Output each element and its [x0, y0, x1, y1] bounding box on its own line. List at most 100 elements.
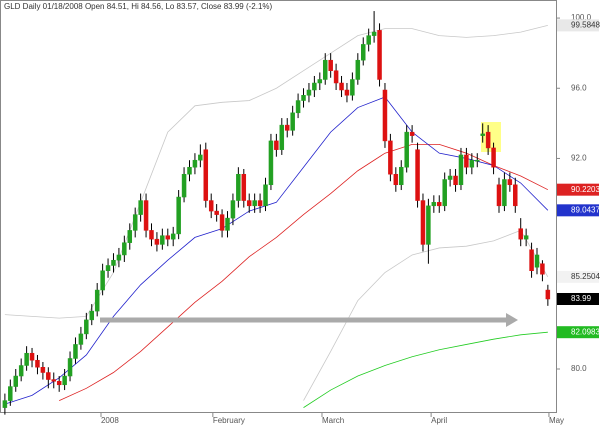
value-label: 89.0437: [571, 205, 600, 214]
candle-body: [523, 235, 529, 240]
candle-body: [67, 358, 73, 377]
candle-body: [89, 310, 95, 321]
candle-body: [502, 179, 507, 207]
candle-body: [360, 44, 366, 61]
value-label: 82.0983: [571, 327, 600, 336]
candle-body: [181, 173, 187, 198]
candle-body: [388, 140, 393, 175]
candle-body: [154, 238, 160, 245]
candle-body: [198, 154, 203, 161]
value-label-bg: [557, 270, 599, 283]
candle-body: [475, 159, 480, 162]
candle-body: [263, 184, 268, 207]
y-tick-label: 92.0: [571, 154, 587, 163]
candle-body: [132, 214, 138, 231]
indicator-line: [303, 229, 549, 401]
candle-body: [442, 179, 447, 207]
candle-body: [491, 147, 496, 168]
candle-body: [366, 35, 371, 45]
candle-body: [431, 202, 437, 207]
candle-body: [230, 200, 236, 219]
candle-body: [208, 200, 214, 212]
value-label-bg: [557, 183, 599, 196]
candle-body: [18, 365, 24, 377]
candle-body: [339, 82, 344, 91]
indicator-line: [303, 331, 548, 408]
candle-body: [306, 89, 312, 96]
candle-body: [312, 82, 317, 91]
candle-body: [496, 184, 502, 207]
candle-body: [322, 59, 328, 80]
y-tick-label: 100.0: [571, 13, 592, 22]
value-label: 85.2504: [571, 272, 600, 281]
candle-body: [51, 379, 57, 382]
x-tick-label: May: [549, 416, 564, 425]
candle-body: [279, 124, 285, 150]
value-label: 99.5848: [571, 20, 600, 29]
x-tick-label: March: [322, 416, 344, 425]
candle-body: [447, 175, 453, 180]
candle-body: [534, 254, 540, 268]
candle-body: [469, 159, 475, 168]
candle-body: [453, 175, 458, 186]
candle-body: [437, 202, 442, 207]
candle-body: [122, 242, 127, 256]
candle-body: [138, 200, 143, 215]
candle-body: [328, 59, 333, 71]
candle-body: [295, 100, 301, 114]
candle-body: [317, 79, 323, 84]
candle-body: [382, 89, 388, 142]
candle-body: [149, 230, 154, 240]
close-label: 83.99: [571, 294, 592, 303]
candle-body: [268, 140, 274, 186]
trend-arrow-head: [506, 313, 518, 327]
candle-body: [203, 149, 209, 201]
candle-body: [94, 289, 100, 312]
candle-body: [8, 386, 13, 401]
candle-body: [100, 270, 105, 291]
candle-body: [393, 173, 399, 186]
candle-body: [290, 112, 295, 131]
candle-body: [165, 235, 171, 240]
candle-body: [214, 210, 219, 215]
candle-body: [458, 154, 464, 186]
candle-body: [274, 140, 279, 150]
candle-body: [404, 131, 409, 168]
candle-body: [371, 31, 377, 36]
x-tick-label: February: [213, 416, 245, 425]
candle-body: [355, 59, 361, 80]
candle-body: [545, 289, 551, 300]
value-label: 90.2203: [571, 185, 600, 194]
candle-body: [518, 228, 523, 240]
candle-body: [160, 235, 165, 245]
candle-body: [399, 166, 404, 186]
candle-body: [35, 359, 40, 368]
value-label-bg: [557, 204, 599, 217]
candle-body: [540, 263, 545, 275]
candle-body: [143, 200, 149, 231]
y-tick-label: 96.0: [571, 83, 587, 92]
candle-body: [409, 131, 415, 136]
candle-body: [480, 133, 485, 136]
candle-body: [420, 200, 426, 245]
candle-body: [176, 196, 181, 235]
candle-body: [29, 352, 35, 361]
candle-body: [344, 89, 350, 96]
candle-body: [78, 333, 84, 345]
candle-body: [507, 179, 513, 186]
candle-body: [252, 200, 257, 207]
value-label-bg: [557, 19, 599, 32]
candle-body: [485, 131, 491, 149]
candle-body: [13, 375, 18, 387]
candle-body: [257, 200, 263, 207]
x-tick-label: April: [431, 416, 447, 425]
candle-body: [219, 214, 225, 231]
candle-body: [170, 233, 176, 240]
candle-body: [24, 352, 29, 366]
candle-body: [225, 217, 230, 231]
plot-frame: [0, 0, 557, 413]
x-tick-label: 2008: [101, 416, 119, 425]
candle-body: [236, 173, 241, 201]
candle-body: [426, 205, 431, 245]
